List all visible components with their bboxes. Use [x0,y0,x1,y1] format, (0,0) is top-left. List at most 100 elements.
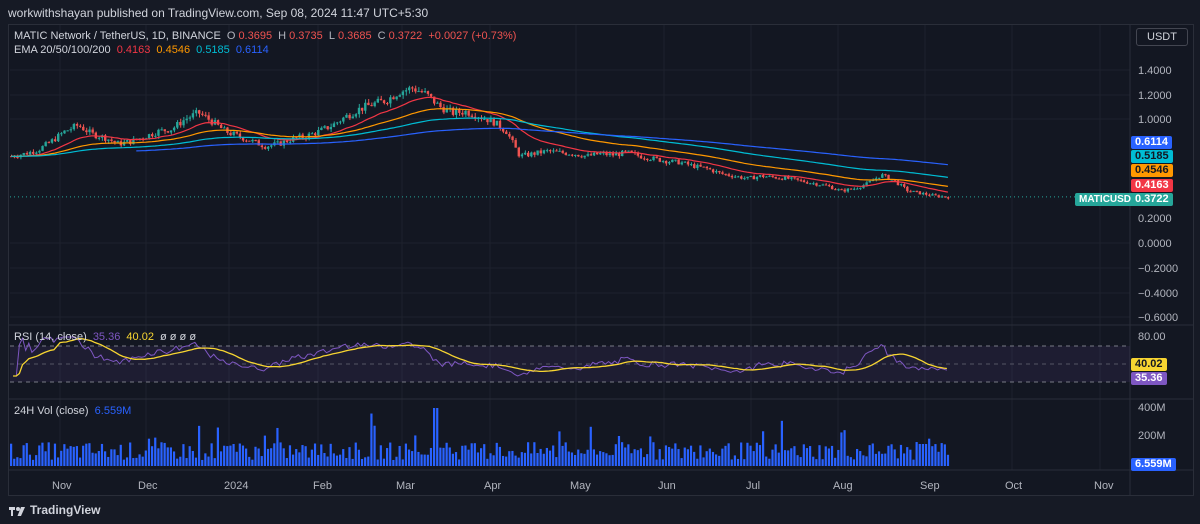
candle-body [921,192,925,195]
candle-body [918,191,922,195]
candle-body [179,121,182,126]
candle-body [545,150,549,152]
volume-bar [13,458,16,466]
time-tick: 2024 [224,480,249,492]
volume-bar [548,450,552,466]
candle-body [686,161,690,165]
volume-bar [852,459,856,466]
candle-body [830,186,834,190]
volume-bar [617,435,621,466]
close-label: C [377,30,386,42]
volume-bar [298,452,301,466]
candle-body [699,164,702,167]
candle-body [909,191,912,193]
candle-body [677,159,680,165]
volume-bar [561,445,564,466]
candle-body [943,196,947,198]
volume-bar [856,448,859,466]
candle-body [348,114,351,119]
volume-bar [19,458,22,466]
candle-body [110,139,113,141]
rsi-legend[interactable]: RSI (14, close) 35.36 40.02 ø ø ø ø [14,331,199,343]
candle-body [166,131,170,133]
volume-bar [480,448,483,466]
volume-bar [783,450,787,466]
candle-body [317,129,320,136]
candle-body [454,109,458,115]
candle-body [783,176,787,180]
volume-bar [97,450,100,466]
candle-body [125,140,129,142]
candle-body [241,137,245,141]
candle-body [730,175,734,178]
time-tick: Nov [1094,480,1114,492]
candle-body [517,147,520,157]
candle-body [718,171,721,173]
candle-body [270,145,273,147]
chart-frame[interactable] [8,24,1194,496]
volume-bar [382,458,386,466]
volume-bar [433,408,436,466]
volume-bar [837,449,840,466]
candle-body [185,118,188,121]
candle-body [75,124,79,126]
volume-bar [527,442,530,466]
volume-bar [216,427,219,466]
volume-bar [423,454,426,466]
volume-bar [154,437,157,466]
candle-body [132,138,135,145]
volume-bar [248,456,251,466]
volume-bar [921,443,924,466]
volume-bar [809,446,812,466]
ema-legend[interactable]: EMA 20/50/100/200 0.4163 0.4546 0.5185 0… [14,44,272,56]
volume-bar [401,459,404,466]
volume-bar [796,455,799,466]
volume-bar [304,446,307,466]
volume-bar [702,457,705,466]
candle-body [154,135,157,137]
time-tick: Apr [484,480,502,492]
candle-body [896,180,900,186]
time-tick: Jun [658,480,676,492]
candle-body [859,187,862,189]
candle-body [345,114,348,118]
volume-bar [467,449,470,466]
volume-bar [404,443,407,466]
tradingview-branding[interactable]: TradingView [8,503,100,517]
ema200-value: 0.6114 [235,44,269,56]
candle-body [743,178,746,180]
volume-bar [75,446,78,466]
volume-bar [141,456,144,466]
volume-bar [176,458,179,466]
volume-bar [301,445,304,466]
volume-bar [458,459,461,466]
volume-bar [755,442,758,466]
volume-bar [172,451,176,466]
high-label: H [278,30,287,42]
volume-bar [386,448,389,466]
volume-legend[interactable]: 24H Vol (close) 6.559M [14,405,134,417]
open-value: 0.3695 [238,30,273,42]
candle-body [736,176,740,178]
candle-body [310,133,314,135]
volume-bar [47,442,50,466]
candle-body [398,95,401,97]
candle-body [351,116,354,119]
candle-body [740,176,743,179]
candle-body [749,176,752,178]
volume-bar [536,453,539,466]
volume-bar [658,449,661,466]
ema200-price-tag: 0.6114 [1131,136,1173,149]
volume-bar [940,443,943,466]
candle-body [793,177,796,179]
volume-bar [871,443,874,466]
volume-bar [198,425,201,466]
volume-bar [166,447,169,466]
volume-bar [608,455,611,466]
candle-body [614,153,618,156]
currency-button[interactable]: USDT [1136,28,1188,46]
volume-value: 6.559M [94,405,132,417]
volume-bar [868,445,871,466]
